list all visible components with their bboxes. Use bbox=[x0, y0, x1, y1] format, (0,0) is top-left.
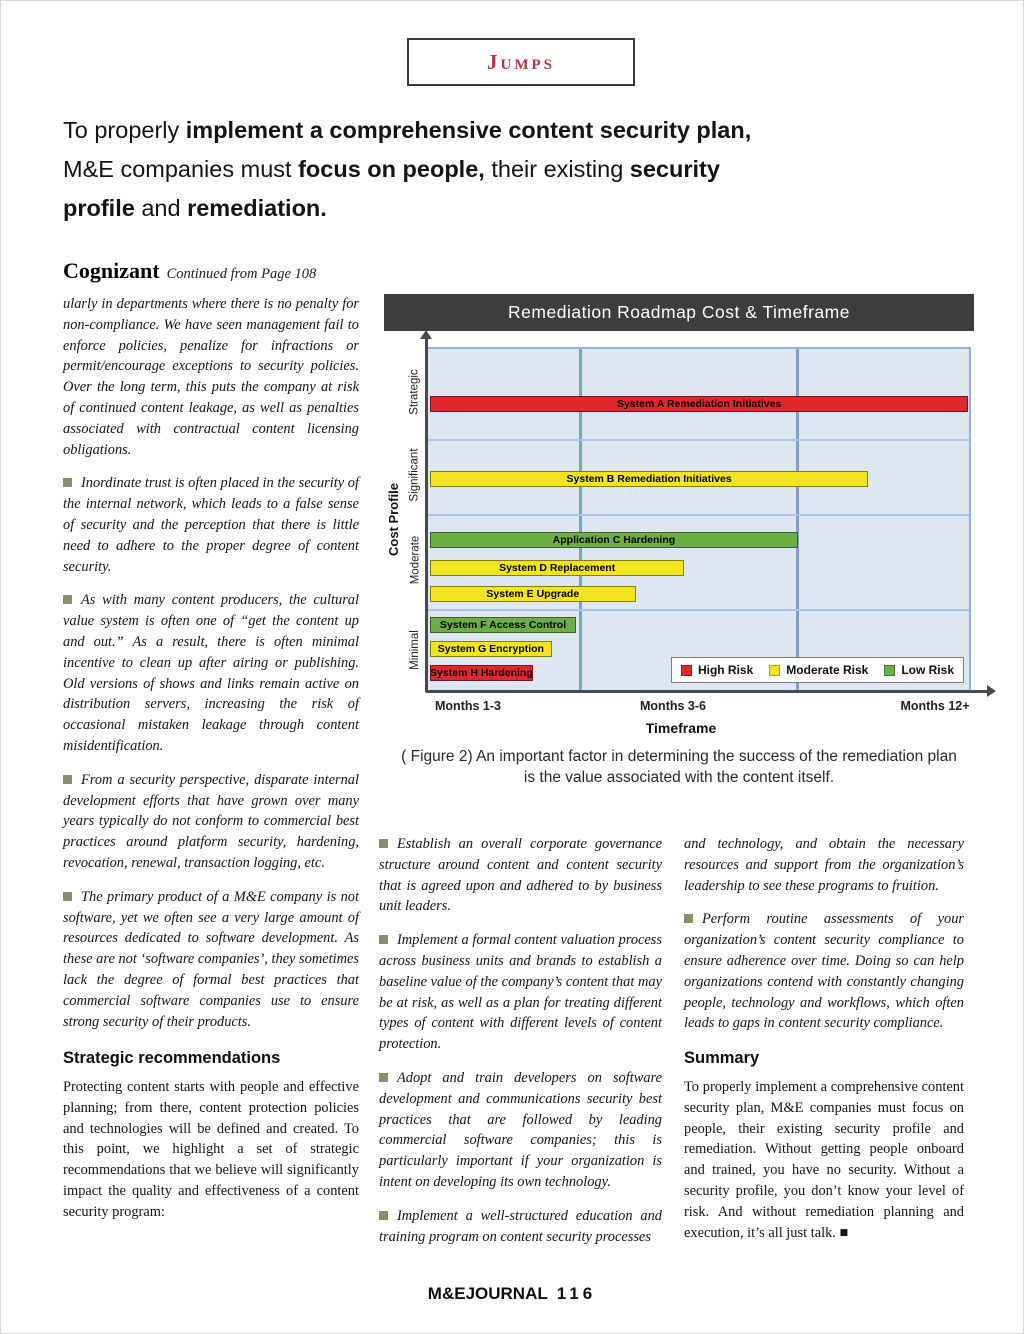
bullet-square-icon bbox=[379, 1072, 388, 1082]
bullet-text: From a security perspective, disparate i… bbox=[63, 771, 359, 871]
bullet-item: As with many content producers, the cult… bbox=[63, 590, 359, 756]
page-footer: M&EJOURNAL 116 bbox=[1, 1284, 1023, 1304]
intro-segment-bold: implement a comprehensive content securi… bbox=[185, 117, 752, 143]
summary-heading: Summary bbox=[684, 1049, 760, 1068]
bullet-item: Inordinate trust is often placed in the … bbox=[63, 473, 359, 577]
bullet-text: As with many content producers, the cult… bbox=[63, 592, 359, 754]
bullet-text: Establish an overall corporate governanc… bbox=[379, 836, 662, 915]
jumps-header-box: Jumps bbox=[407, 38, 635, 86]
x-axis-arrow-icon bbox=[987, 685, 996, 697]
bullet-text: Inordinate trust is often placed in the … bbox=[63, 475, 359, 575]
chart-bar-moderate-risk: System E Upgrade bbox=[430, 586, 636, 602]
bullet-item: Implement a well-structured education an… bbox=[379, 1206, 662, 1248]
paragraph: Protecting content starts with people an… bbox=[63, 1079, 359, 1220]
y-axis-line bbox=[425, 338, 428, 692]
bullet-square-icon bbox=[379, 1210, 388, 1220]
chart-bar-high-risk: System A Remediation Initiatives bbox=[430, 396, 969, 412]
intro-segment-bold: focus on people, bbox=[298, 156, 485, 182]
intro-segment-bold: security profile bbox=[63, 156, 720, 221]
y-category-label: Strategic bbox=[409, 369, 422, 415]
footer-brand: M&E bbox=[427, 1284, 466, 1303]
chart-bar-high-risk: System H Hardening bbox=[430, 665, 533, 681]
jumps-label: Jumps bbox=[487, 49, 555, 74]
horizontal-gridline bbox=[428, 609, 969, 611]
intro-segment: M&E companies must bbox=[63, 156, 299, 182]
vertical-gridline bbox=[795, 349, 799, 690]
figure-2: Remediation Roadmap Cost & Timeframe Cos… bbox=[384, 294, 996, 789]
bullet-item: Perform routine assessments of your orga… bbox=[684, 909, 964, 1034]
chart-bar-low-risk: System F Access Control bbox=[430, 617, 577, 633]
chart-bar-low-risk: Application C Hardening bbox=[430, 532, 798, 548]
bullet-item: The primary product of a M&E company is … bbox=[63, 887, 359, 1033]
bullet-text: The primary product of a M&E company is … bbox=[63, 888, 359, 1030]
article-header: Cognizant Continued from Page 108 bbox=[63, 258, 316, 284]
low-risk-swatch-icon bbox=[884, 664, 896, 676]
bullet-text: Perform routine assessments of your orga… bbox=[684, 911, 964, 1032]
intro-segment: and bbox=[134, 195, 188, 221]
intro-deck: To properly implement a comprehensive co… bbox=[63, 111, 790, 228]
horizontal-gridline bbox=[428, 514, 969, 516]
legend-label: Moderate Risk bbox=[786, 663, 869, 677]
middle-column: Establish an overall corporate governanc… bbox=[379, 834, 662, 1260]
legend-label: Low Risk bbox=[901, 663, 954, 677]
y-axis-arrow-icon bbox=[420, 330, 432, 339]
footer-brand-journal: JOURNAL bbox=[465, 1284, 548, 1303]
cost-profile-axis-label: Cost Profile bbox=[385, 483, 401, 556]
bullet-text: Implement a well-structured education an… bbox=[379, 1207, 662, 1245]
continued-from-note: Continued from Page 108 bbox=[166, 266, 317, 282]
timeframe-axis-label: Timeframe bbox=[645, 720, 717, 736]
bullet-item: Implement a formal content valuation pro… bbox=[379, 930, 662, 1055]
intro-segment: their existing bbox=[484, 156, 630, 182]
x-tick-label: Months 3-6 bbox=[640, 699, 706, 713]
figure-caption: ( Figure 2) An important factor in deter… bbox=[401, 748, 957, 786]
bullet-square-icon bbox=[63, 891, 72, 901]
x-axis-line bbox=[426, 690, 988, 693]
y-category-label: Significant bbox=[409, 447, 421, 502]
bullet-square-icon bbox=[63, 774, 72, 784]
high-risk-swatch-icon bbox=[680, 664, 692, 676]
horizontal-gridline bbox=[428, 439, 969, 441]
bullet-square-icon bbox=[379, 935, 388, 945]
intro-segment: To properly bbox=[63, 117, 186, 143]
y-category-label: Minimal bbox=[409, 629, 421, 670]
x-tick-label: Months 12+ bbox=[900, 699, 970, 713]
footer-page-number: 116 bbox=[556, 1284, 597, 1303]
bullet-text: Adopt and train developers on software d… bbox=[379, 1069, 662, 1190]
x-tick-label: Months 1-3 bbox=[435, 699, 501, 713]
chart-body: Cost Profile Strategic Significant Moder… bbox=[384, 330, 996, 743]
bullet-square-icon bbox=[63, 595, 72, 605]
strategic-recommendations-heading: Strategic recommendations bbox=[63, 1049, 281, 1068]
bullet-square-icon bbox=[379, 839, 388, 848]
chart-bar-moderate-risk: System D Replacement bbox=[430, 560, 685, 576]
legend-label: High Risk bbox=[697, 663, 754, 677]
bullet-square-icon bbox=[63, 478, 72, 488]
article-title: Cognizant bbox=[63, 258, 160, 283]
bullet-item: Adopt and train developers on software d… bbox=[379, 1068, 662, 1193]
left-column: ularly in departments where there is no … bbox=[63, 294, 359, 1236]
summary-paragraph: To properly implement a comprehensive co… bbox=[684, 1078, 964, 1241]
legend-item: Low Risk bbox=[884, 663, 954, 677]
paragraph: and technology, and obtain the necessary… bbox=[684, 836, 964, 894]
bullet-text: Implement a formal content valuation pro… bbox=[379, 932, 662, 1053]
legend-item: High Risk bbox=[680, 663, 754, 677]
vertical-gridline bbox=[579, 349, 583, 690]
chart-legend: High Risk Moderate Risk Low Risk bbox=[670, 657, 964, 683]
chart-bar-moderate-risk: System G Encryption bbox=[430, 641, 552, 657]
paragraph: ularly in departments where there is no … bbox=[63, 296, 359, 458]
chart-bar-moderate-risk: System B Remediation Initiatives bbox=[430, 471, 869, 487]
right-column: and technology, and obtain the necessary… bbox=[684, 834, 964, 1256]
moderate-risk-swatch-icon bbox=[769, 664, 781, 676]
chart-title: Remediation Roadmap Cost & Timeframe bbox=[384, 294, 974, 331]
bullet-item: From a security perspective, disparate i… bbox=[63, 770, 359, 874]
y-category-label: Moderate bbox=[409, 535, 421, 584]
chart-plot: High Risk Moderate Risk Low Risk System A … bbox=[426, 347, 971, 692]
legend-item: Moderate Risk bbox=[769, 663, 868, 677]
bullet-item: Establish an overall corporate governanc… bbox=[379, 834, 662, 917]
intro-segment-bold: remediation. bbox=[187, 195, 327, 221]
bullet-square-icon bbox=[684, 914, 693, 924]
